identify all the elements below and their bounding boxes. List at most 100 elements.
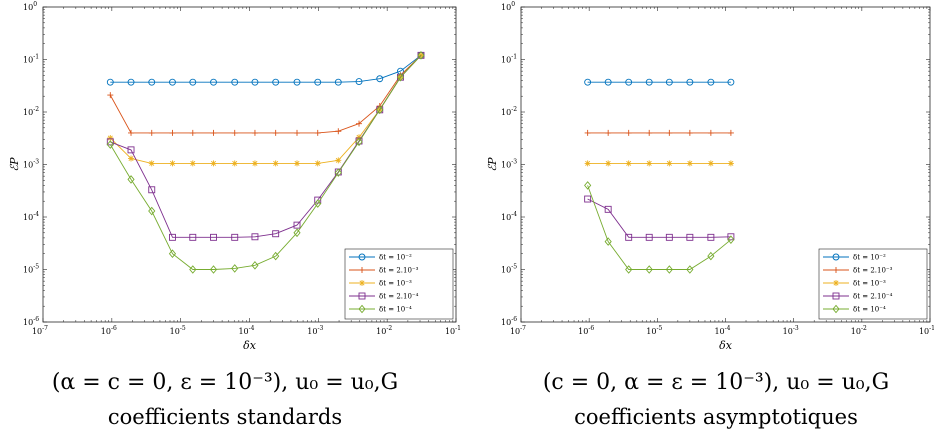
x-tick-label: 10-5 [170,325,186,336]
data-point [148,78,156,86]
x-tick-base: 10 [510,327,520,336]
y-tick-label: 10-5 [23,264,39,275]
caption-line-1: (c = 0, α = ε = 10⁻³), u₀ = u₀,G [543,370,889,395]
data-point [314,78,322,86]
x-tick-label: 10-3 [307,325,323,336]
data-point [127,175,135,184]
data-point [169,78,176,86]
x-axis-label: δx [243,339,257,352]
y-tick-exponent: -4 [33,211,39,218]
data-point [625,265,633,274]
data-point [625,129,632,136]
data-point [251,261,259,270]
y-tick-label: 10-4 [501,211,517,222]
legend-entry: δt = 2.10⁻⁴ [853,293,893,301]
x-tick-exponent: -3 [793,325,799,332]
data-point [605,129,612,136]
data-point [294,129,301,136]
x-axis-label: δx [719,339,733,352]
data-point [707,160,714,167]
x-tick-base: 10 [445,327,455,336]
data-point [251,78,259,86]
y-tick-base: 10 [23,3,33,12]
data-point [625,160,632,167]
x-tick-exponent: -4 [725,325,731,332]
data-point [314,160,321,167]
legend-marker [833,267,839,273]
caption-line-2: coefficients asymptotiques [574,405,858,429]
legend: δt = 10⁻² δt = 2.10⁻³ δt = 10⁻³ δt = 2.10⁻⁴… [818,248,928,320]
data-point [334,78,342,86]
data-point [417,51,425,60]
data-point [294,160,301,167]
y-tick-exponent: -4 [511,211,517,218]
y-tick-exponent: -5 [511,264,517,271]
data-point [666,129,673,136]
data-point [605,160,612,167]
data-point [604,237,612,246]
data-point [106,140,114,149]
data-point [251,233,259,241]
data-point [128,129,135,136]
data-point [106,78,114,86]
x-tick-label: 10-1 [919,325,934,336]
data-point [251,129,258,136]
x-tick-label: 10-6 [101,325,117,336]
data-point [625,233,633,241]
y-tick-exponent: 0 [511,1,515,8]
legend-marker [832,253,840,261]
y-tick-label: 10-2 [23,106,39,117]
data-point [625,78,633,86]
data-point [686,265,694,274]
y-tick-base: 10 [501,108,511,117]
data-point [210,78,217,86]
y-tick-base: 10 [501,318,511,327]
x-tick-label: 10-3 [783,325,799,336]
y-tick-base: 10 [501,3,511,12]
data-point [210,233,217,241]
data-point [727,129,734,136]
x-tick-exponent: -7 [520,325,526,332]
y-tick-label: 10-6 [23,316,39,327]
data-point [314,199,322,208]
series-4 [584,195,735,241]
data-point [376,105,384,115]
series-line [109,54,422,270]
legend: δt = 10⁻² δt = 2.10⁻³ δt = 10⁻³ δt = 2.10⁻⁴… [344,248,454,320]
data-point [107,92,114,99]
x-tick-exponent: -1 [929,325,934,332]
y-tick-exponent: -2 [33,106,39,113]
data-point [210,160,217,167]
data-point [666,160,673,167]
x-tick-base: 10 [646,327,656,336]
data-point [584,181,592,190]
data-point [645,233,653,241]
data-point [355,137,363,147]
data-point [128,155,135,162]
x-tick-exponent: -5 [180,325,186,332]
legend-marker [358,292,366,300]
series-3 [584,160,734,167]
data-point [189,78,197,86]
y-tick-exponent: -5 [33,264,39,271]
y-axis-label: ℰP [8,157,21,172]
data-point [293,228,301,238]
data-point [335,128,342,135]
x-tick-exponent: -2 [861,325,867,332]
caption-line-1: (α = c = 0, ε = 10⁻³), u₀ = u₀,G [52,370,398,395]
legend-marker [358,253,366,261]
data-point [727,78,735,86]
data-point [707,78,715,86]
data-point [231,129,238,136]
data-point [127,146,135,154]
chart-panel-1: 10-7 10-6 10-5 10-4 10-3 10-2 10-110-610-510-4… [8,1,461,429]
data-point [396,72,405,82]
legend-entry: δt = 10⁻⁴ [379,306,412,314]
y-tick-exponent: 0 [33,1,37,8]
y-tick-label: 10-2 [501,106,517,117]
series-line [109,54,422,164]
y-tick-exponent: -3 [33,159,39,166]
data-point [686,78,694,86]
data-point [189,160,196,167]
